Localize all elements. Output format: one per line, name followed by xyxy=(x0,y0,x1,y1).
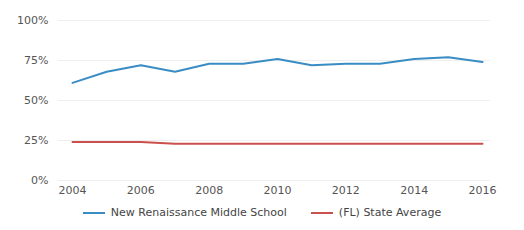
svg-text:100%: 100% xyxy=(17,14,48,27)
svg-text:2006: 2006 xyxy=(127,184,155,197)
svg-text:25%: 25% xyxy=(24,134,48,147)
html-text:(FL) State Average: (FL) State Average xyxy=(338,206,442,219)
svg-text:0%: 0% xyxy=(31,174,48,187)
svg-text:75%: 75% xyxy=(24,54,48,67)
svg-text:2012: 2012 xyxy=(332,184,360,197)
svg-text:2004: 2004 xyxy=(59,184,87,197)
svg-text:50%: 50% xyxy=(24,94,48,107)
svg-text:2014: 2014 xyxy=(400,184,428,197)
svg-text:2016: 2016 xyxy=(469,184,497,197)
svg-text:2010: 2010 xyxy=(264,184,292,197)
svg-text:2008: 2008 xyxy=(195,184,223,197)
html-text:New Renaissance Middle School: New Renaissance Middle School xyxy=(110,206,287,219)
